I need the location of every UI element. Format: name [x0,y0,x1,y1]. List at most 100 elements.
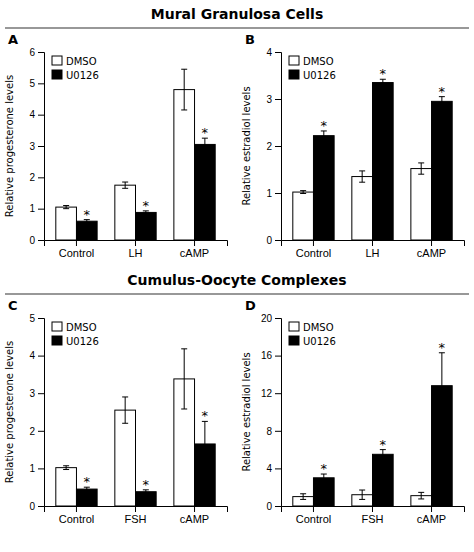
error-bar-cap [63,208,69,209]
error-bar-cap [143,213,149,214]
error-bar [63,206,69,209]
series [56,69,195,240]
error-bar [63,466,69,470]
error-bar-stem [66,466,67,470]
bar [411,169,432,240]
error-bar-cap [181,109,187,110]
y-tick: 3 [29,388,44,399]
x-axis: ControlLHcAMP [45,240,228,259]
error-bar-cap [359,182,365,183]
x-axis-line [45,241,228,247]
x-tick-mark [76,240,77,246]
bar [313,136,334,240]
legend-item: DMSO [52,56,97,67]
error-bar-stem [125,397,126,423]
y-axis-label: Relative progesterone levels [4,75,15,217]
legend-label: U0126 [303,336,336,347]
y-tick: 6 [29,47,44,58]
bar [352,177,373,240]
y-tick-mark [38,209,44,210]
annotation: * [202,125,209,140]
annotation: * [202,408,209,423]
bar [293,192,314,240]
legend: DMSOU0126 [289,56,336,81]
panel: 01234ControlLHcAMPRelative estradiol lev… [241,47,465,259]
y-tick: 4 [29,350,44,361]
legend-item: U0126 [52,70,99,81]
y-tick-mark [275,468,281,469]
y-tick-mark [275,318,281,319]
legend-swatch [52,336,62,345]
x-tick-mark [431,240,432,246]
error-bar-cap [380,459,386,460]
x-axis-line [45,507,228,513]
series [56,349,195,506]
y-tick-mark [275,99,281,100]
legend-label: DMSO [303,322,334,333]
y-axis-label: Relative progesterone levels [4,341,15,483]
error-bar-cap [418,498,424,499]
legend-label: U0126 [66,336,99,347]
error-bar-cap [359,170,365,171]
bar [76,221,97,240]
y-tick-mark [38,393,44,394]
y-tick-mark [38,83,44,84]
legend-swatch [52,322,62,331]
panel: 048121620ControlFSHcAMPRelative estradio… [241,313,465,525]
bar [432,101,453,240]
x-tick: Control [296,506,331,525]
annotation: * [143,477,150,492]
error-bar-cap [122,188,128,189]
error-bar [181,349,187,409]
y-tick-mark [38,146,44,147]
y-tick: 8 [266,426,281,437]
error-bar-cap [181,69,187,70]
x-axis: ControlFSHcAMP [282,506,465,525]
error-bar-stem [362,171,363,182]
error-bar-cap [418,174,424,175]
y-tick-mark [38,506,44,507]
y-tick-label: 3 [266,94,272,105]
series [313,353,452,506]
x-tick: Control [59,240,94,259]
x-tick: Control [296,240,331,259]
annotation: * [84,474,91,489]
error-bar [300,191,306,194]
annotation: * [439,340,446,355]
y-tick-mark [275,146,281,147]
legend-label: DMSO [66,322,97,333]
panel: 0123456ControlLHcAMPRelative progesteron… [4,47,228,259]
bar [313,478,334,506]
y-tick-mark [38,318,44,319]
x-tick-label: cAMP [180,247,209,259]
y-tick: 2 [29,172,44,183]
x-tick: cAMP [417,506,446,525]
x-axis-line [282,241,465,247]
error-bar-stem [125,182,126,188]
y-tick-label: 4 [266,47,272,58]
y-tick-label: 0 [266,235,272,246]
error-bar-cap [202,466,208,467]
y-tick: 20 [261,313,281,324]
error-bar-cap [321,140,327,141]
x-tick: FSH [125,506,147,525]
x-tick-label: LH [365,247,379,259]
x-tick: Control [59,506,94,525]
error-bar-cap [122,423,128,424]
y-tick-mark [275,393,281,394]
y-tick-label: 4 [29,350,35,361]
bar [373,454,394,506]
error-bar [300,494,306,500]
y-tick: 1 [29,203,44,214]
bar [56,468,77,506]
error-bar-stem [362,490,363,499]
y-tick-label: 1 [29,203,35,214]
error-bar-stem [303,494,304,500]
y-tick-mark [275,506,281,507]
series [76,138,215,240]
legend-item: DMSO [289,56,334,67]
error-bar-cap [359,499,365,500]
bar [136,212,157,240]
y-tick: 1 [29,463,44,474]
panel-label: A [8,32,18,47]
